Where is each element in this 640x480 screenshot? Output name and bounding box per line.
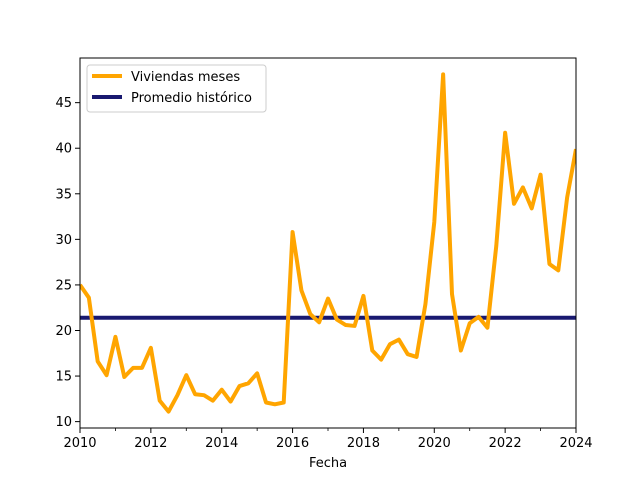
y-tick-label: 45 — [55, 96, 72, 111]
y-tick-label: 10 — [55, 415, 72, 430]
y-tick-label: 30 — [55, 233, 72, 248]
x-tick-label: 2012 — [134, 436, 167, 451]
y-tick-label: 40 — [55, 142, 72, 157]
viviendas-line — [80, 72, 576, 414]
legend: Viviendas meses Promedio histórico — [86, 64, 267, 113]
x-tick-label: 2024 — [559, 436, 592, 451]
y-tick-label: 20 — [55, 324, 72, 339]
x-axis-ticks: 2010 2012 2014 2016 2018 2020 2022 2024 — [63, 428, 593, 451]
legend-label-promedio: Promedio histórico — [131, 91, 252, 106]
x-tick-label: 2018 — [347, 436, 380, 451]
legend-label-viviendas: Viviendas meses — [131, 70, 240, 85]
legend-box — [86, 64, 267, 113]
x-tick-label: 2022 — [489, 436, 522, 451]
x-tick-label: 2010 — [63, 436, 96, 451]
y-tick-label: 35 — [55, 187, 72, 202]
x-tick-label: 2020 — [418, 436, 451, 451]
y-tick-label: 25 — [55, 278, 72, 293]
x-tick-label: 2014 — [205, 436, 238, 451]
y-axis-ticks: 10 15 20 25 30 35 40 45 — [55, 96, 80, 430]
y-tick-label: 15 — [55, 370, 72, 385]
x-axis-title: Fecha — [309, 456, 347, 471]
series-lines — [80, 72, 576, 414]
x-tick-label: 2016 — [276, 436, 309, 451]
